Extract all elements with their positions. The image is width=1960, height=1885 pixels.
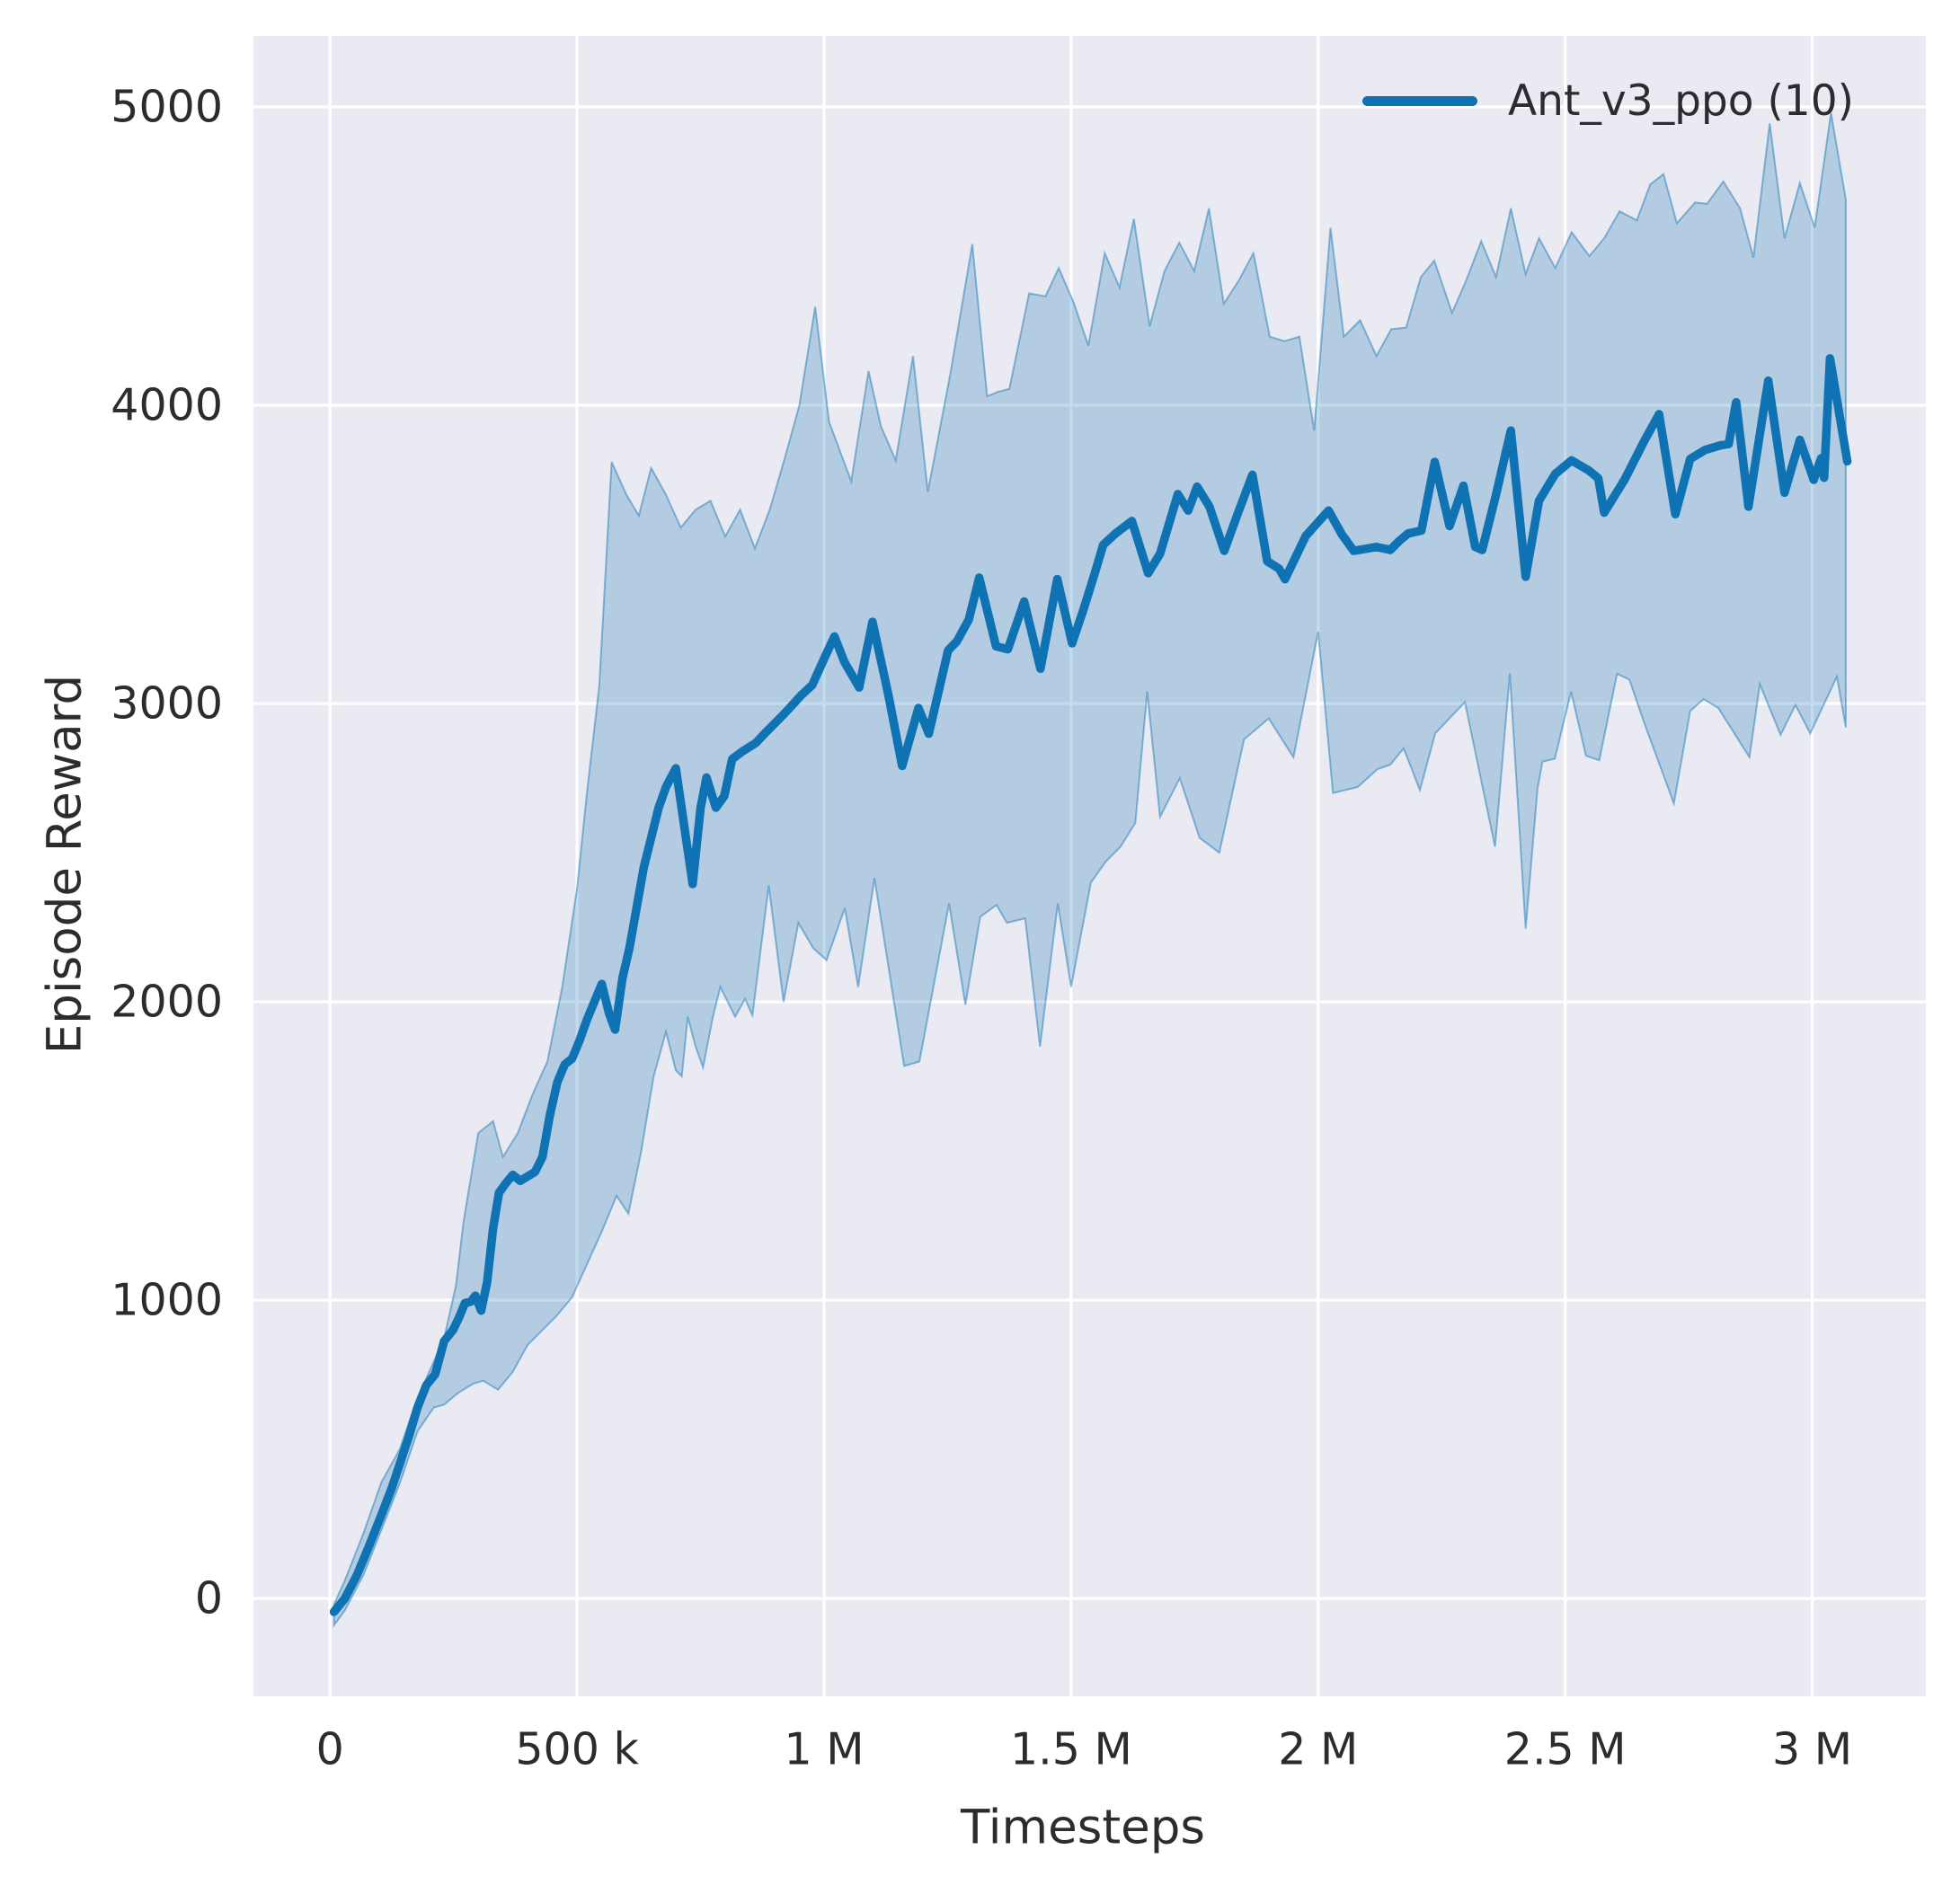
- x-tick-label: 2.5 M: [1503, 1723, 1627, 1775]
- mean-reward-line: [329, 354, 1852, 1616]
- y-tick-label: 0: [194, 1572, 223, 1624]
- x-tick-label: 2 M: [1278, 1723, 1359, 1775]
- y-tick-label: 3000: [111, 677, 223, 730]
- legend-label: Ant_v3_ppo (10): [1508, 75, 1854, 126]
- y-tick-label: 4000: [111, 379, 223, 431]
- legend-line-sample: [1362, 95, 1477, 106]
- y-axis-label: Episode Reward: [37, 674, 93, 1055]
- x-tick-label: 0: [315, 1723, 344, 1775]
- x-tick-label: 1.5 M: [1009, 1723, 1132, 1775]
- y-tick-label: 2000: [111, 976, 223, 1028]
- x-tick-label: 1 M: [784, 1723, 865, 1775]
- y-tick-label: 1000: [111, 1274, 223, 1326]
- x-tick-label: 3 M: [1772, 1723, 1853, 1775]
- legend: Ant_v3_ppo (10): [1362, 77, 1854, 124]
- x-axis-label: Timesteps: [961, 1800, 1205, 1855]
- y-tick-label: 5000: [111, 81, 223, 133]
- grid-lines: [253, 36, 1926, 1696]
- x-tick-label: 500 k: [515, 1723, 639, 1775]
- plot-background: [253, 36, 1926, 1696]
